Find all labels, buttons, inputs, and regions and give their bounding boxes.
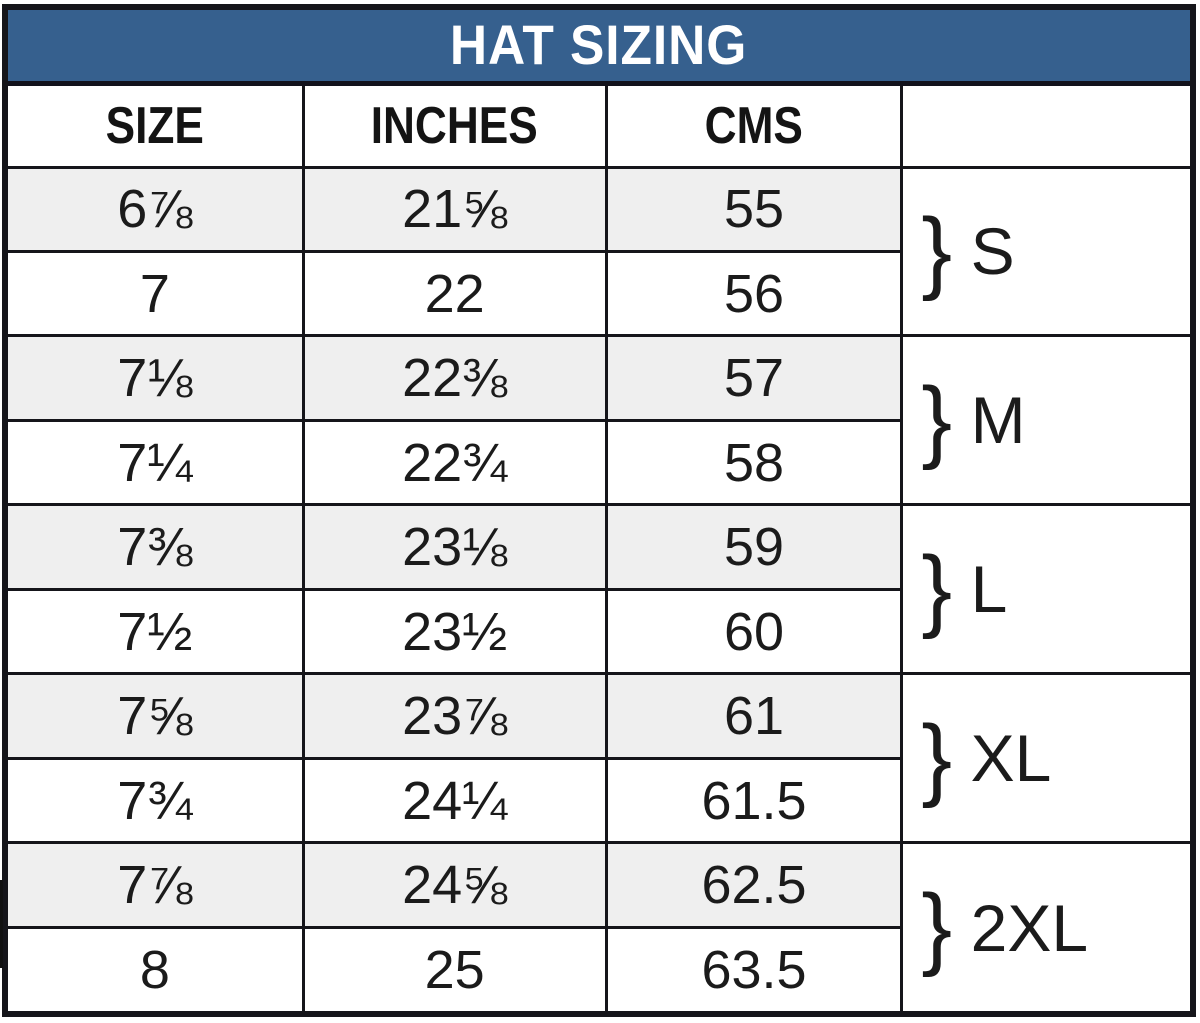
brace-glyph: } <box>921 706 953 809</box>
inches-cell: 23½ <box>301 587 608 676</box>
brace-glyph: } <box>921 200 953 303</box>
inches-cell: 22⅜ <box>301 334 608 422</box>
left-edge-artifact <box>0 880 3 968</box>
size-cell: 7¾ <box>3 756 305 845</box>
group-cell-m: } M <box>900 334 1195 507</box>
inches-cell: 23⅞ <box>301 672 608 760</box>
table-row: 7¼ 22¾ 58 <box>3 418 1193 507</box>
group-label: 2XL <box>970 890 1089 965</box>
table-row: 7⅝ 23⅞ 61 } XL <box>3 672 1195 845</box>
inches-cell: 23⅛ <box>301 503 608 591</box>
sizing-table: HAT SIZING SIZE INCHES CMS 6⅞ 21⅝ 55 } S <box>2 4 1196 1017</box>
group-label: L <box>970 552 1008 627</box>
cms-cell: 58 <box>604 418 904 507</box>
group-cell-l: } L <box>900 503 1195 676</box>
brace-glyph: } <box>921 537 953 640</box>
size-cell: 7½ <box>3 587 305 676</box>
table-row: 7¾ 24¼ 61.5 <box>3 756 1193 845</box>
table-row: 8 25 63.5 <box>3 925 1193 1016</box>
table-row: 7⅞ 24⅝ 62.5 } 2XL <box>3 841 1195 1016</box>
table-row: 6⅞ 21⅝ 55 } S <box>3 165 1195 338</box>
column-header-inches: INCHES <box>301 81 608 169</box>
size-cell: 8 <box>3 925 305 1016</box>
size-cell: 7⅝ <box>3 672 305 760</box>
cms-cell: 57 <box>604 334 904 422</box>
inches-cell: 25 <box>301 925 608 1016</box>
column-header-group <box>900 81 1195 169</box>
brace-glyph: } <box>921 369 953 471</box>
table-row: 7½ 23½ 60 <box>3 587 1193 676</box>
size-cell: 7⅜ <box>3 503 305 591</box>
inches-cell: 22¾ <box>301 418 608 507</box>
table-title: HAT SIZING <box>450 13 748 77</box>
table-row: 7 22 56 <box>3 249 1193 338</box>
group-cell-s: } S <box>900 165 1195 338</box>
table-banner-row: HAT SIZING <box>3 5 1195 86</box>
column-header-cms: CMS <box>604 81 904 169</box>
table-row: 7⅛ 22⅜ 57 } M <box>3 334 1195 507</box>
table-row: 7⅜ 23⅛ 59 } L <box>3 503 1195 676</box>
cms-cell: 63.5 <box>604 925 904 1016</box>
group-label: S <box>970 214 1015 289</box>
size-cell: 6⅞ <box>3 165 305 253</box>
cms-cell: 61 <box>604 672 904 760</box>
cms-cell: 62.5 <box>604 841 904 929</box>
group-cell-2xl: } 2XL <box>900 841 1195 1016</box>
cms-cell: 60 <box>604 587 904 676</box>
inches-cell: 22 <box>301 249 608 338</box>
group-label: XL <box>970 721 1052 796</box>
cms-cell: 61.5 <box>604 756 904 845</box>
size-cell: 7¼ <box>3 418 305 507</box>
column-header-size: SIZE <box>3 81 305 169</box>
group-cell-xl: } XL <box>900 672 1195 845</box>
cms-cell: 55 <box>604 165 904 253</box>
size-cell: 7⅞ <box>3 841 305 929</box>
inches-cell: 24¼ <box>301 756 608 845</box>
table-title-banner: HAT SIZING <box>3 5 1195 86</box>
cms-cell: 59 <box>604 503 904 591</box>
inches-cell: 21⅝ <box>301 165 608 253</box>
size-cell: 7 <box>3 249 305 338</box>
size-cell: 7⅛ <box>3 334 305 422</box>
inches-cell: 24⅝ <box>301 841 608 929</box>
brace-glyph: } <box>921 876 953 979</box>
cms-cell: 56 <box>604 249 904 338</box>
column-header-row: SIZE INCHES CMS <box>3 81 1195 169</box>
group-label: M <box>970 383 1026 458</box>
